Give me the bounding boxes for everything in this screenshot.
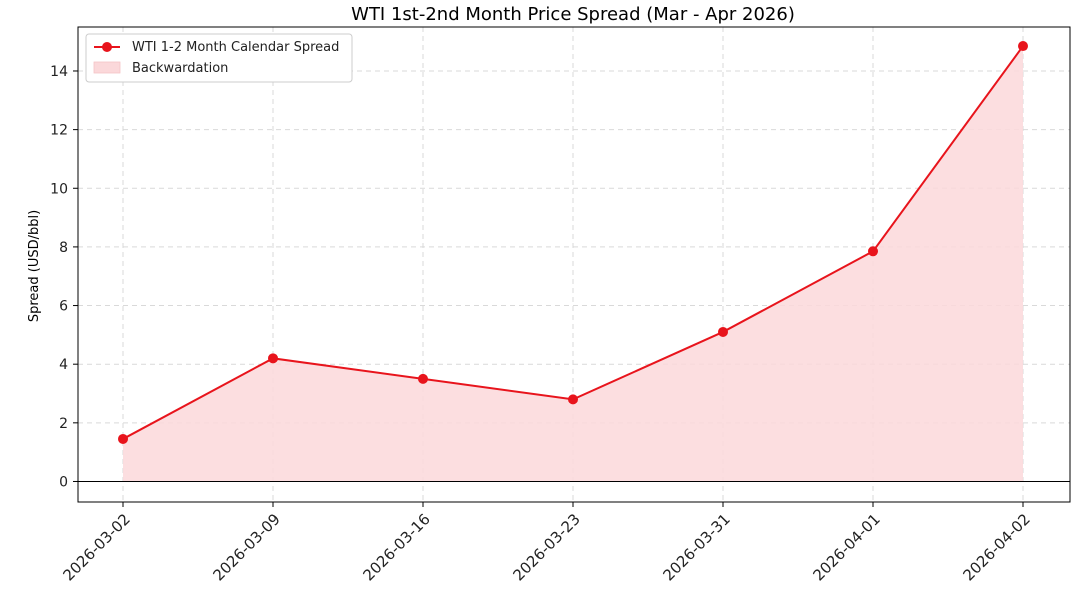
y-tick-label: 6 <box>59 299 68 315</box>
x-tick-label: 2026-03-09 <box>209 510 283 584</box>
y-tick-label: 14 <box>50 64 68 80</box>
legend: WTI 1-2 Month Calendar Spread Backwardat… <box>85 33 353 83</box>
y-ticks: 0 2 4 6 8 10 12 14 <box>50 64 78 490</box>
legend-box <box>85 33 353 83</box>
plot-frame <box>77 26 1071 503</box>
x-tick-label: 2026-03-23 <box>509 510 583 584</box>
backwardation-fill-layer <box>123 46 1023 482</box>
y-tick-label: 4 <box>59 357 68 373</box>
x-ticks: 2026-03-02 2026-03-09 2026-03-16 2026-03-23… <box>59 502 1034 584</box>
legend-label-backwardation: Backwardation <box>132 61 228 76</box>
backwardation-area <box>123 46 1023 482</box>
y-tick-label: 2 <box>59 416 68 432</box>
y-tick-label: 12 <box>50 123 68 139</box>
x-tick-label: 2026-03-16 <box>359 510 433 584</box>
y-tick-label: 8 <box>59 240 68 256</box>
series-layer <box>118 41 1028 444</box>
chart-title: WTI 1st-2nd Month Price Spread (Mar - Ap… <box>351 4 795 25</box>
spread-point <box>268 353 278 364</box>
spread-point <box>118 433 128 444</box>
legend-fill-swatch <box>93 61 121 74</box>
y-axis-label: Spread (USD/bbl) <box>27 210 42 322</box>
x-tick-label: 2026-03-02 <box>59 510 133 584</box>
spread-point <box>1018 41 1028 52</box>
spread-point <box>418 373 428 384</box>
x-tick-label: 2026-03-31 <box>659 510 733 584</box>
legend-label-spread: WTI 1-2 Month Calendar Spread <box>132 40 339 55</box>
legend-marker-swatch <box>102 42 112 52</box>
x-tick-label: 2026-04-01 <box>809 510 883 584</box>
y-tick-label: 0 <box>59 474 68 490</box>
x-tick-label: 2026-04-02 <box>959 510 1033 584</box>
y-tick-label: 10 <box>50 181 68 197</box>
spread-point <box>718 326 728 337</box>
spread-point <box>568 394 578 405</box>
spread-point <box>868 246 878 257</box>
